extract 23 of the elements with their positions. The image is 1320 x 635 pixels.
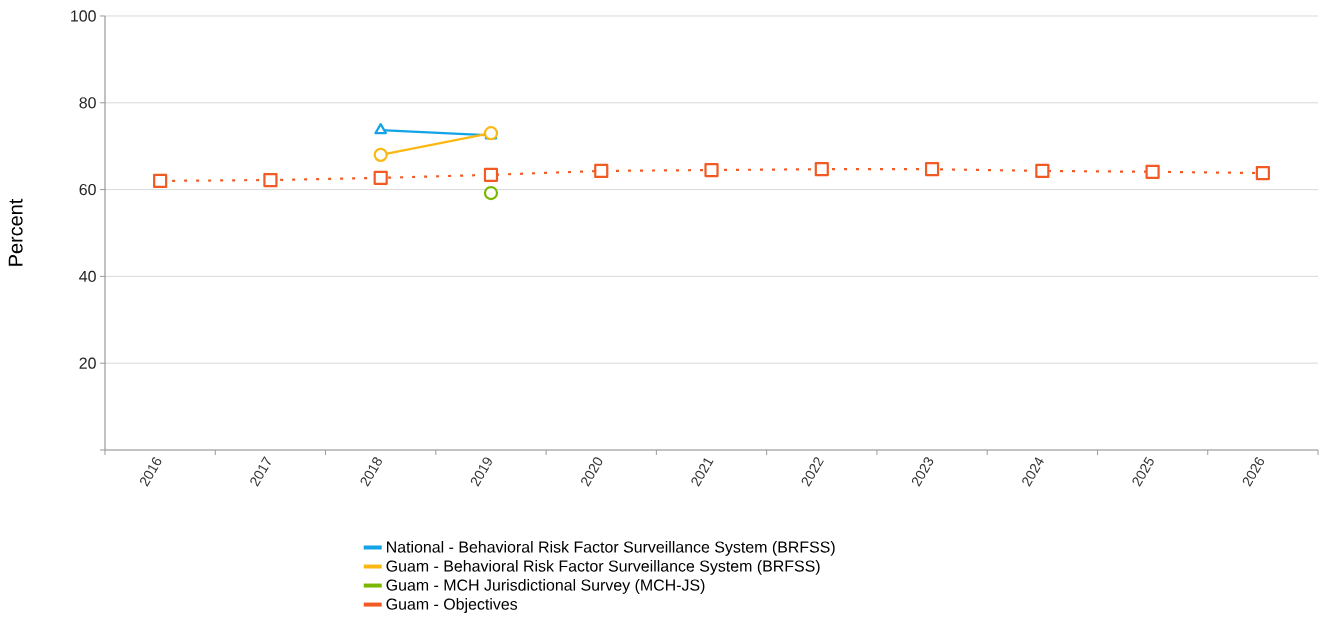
point — [263, 172, 278, 188]
y-tick-label: 60 — [79, 183, 96, 196]
legend-label: National - Behavioral Risk Factor Surveillance System (BRFSS) — [387, 540, 835, 556]
point — [594, 163, 609, 179]
y-axis-title: Percent — [8, 198, 23, 266]
y-tick-label: 20 — [79, 357, 96, 369]
y-tick-label: 80 — [79, 97, 96, 109]
point — [483, 185, 499, 201]
point — [924, 162, 940, 177]
point — [153, 173, 168, 188]
y-tick-label: 40 — [79, 270, 96, 283]
legend-label: Guam - Behavioral Risk Factor Surveillance System (BRFSS) — [386, 560, 820, 575]
point — [373, 147, 388, 162]
point — [373, 170, 388, 185]
point — [483, 167, 499, 182]
legend-label: Guam - MCH Jurisdictional Survey (MCH-JS) — [386, 579, 705, 594]
legend-label: Guam - Objectives — [386, 598, 518, 613]
point — [704, 162, 719, 178]
point — [814, 162, 829, 177]
point — [1255, 165, 1270, 181]
point — [1035, 163, 1050, 179]
y-tick-label: 100 — [71, 10, 96, 22]
point — [1145, 164, 1160, 179]
